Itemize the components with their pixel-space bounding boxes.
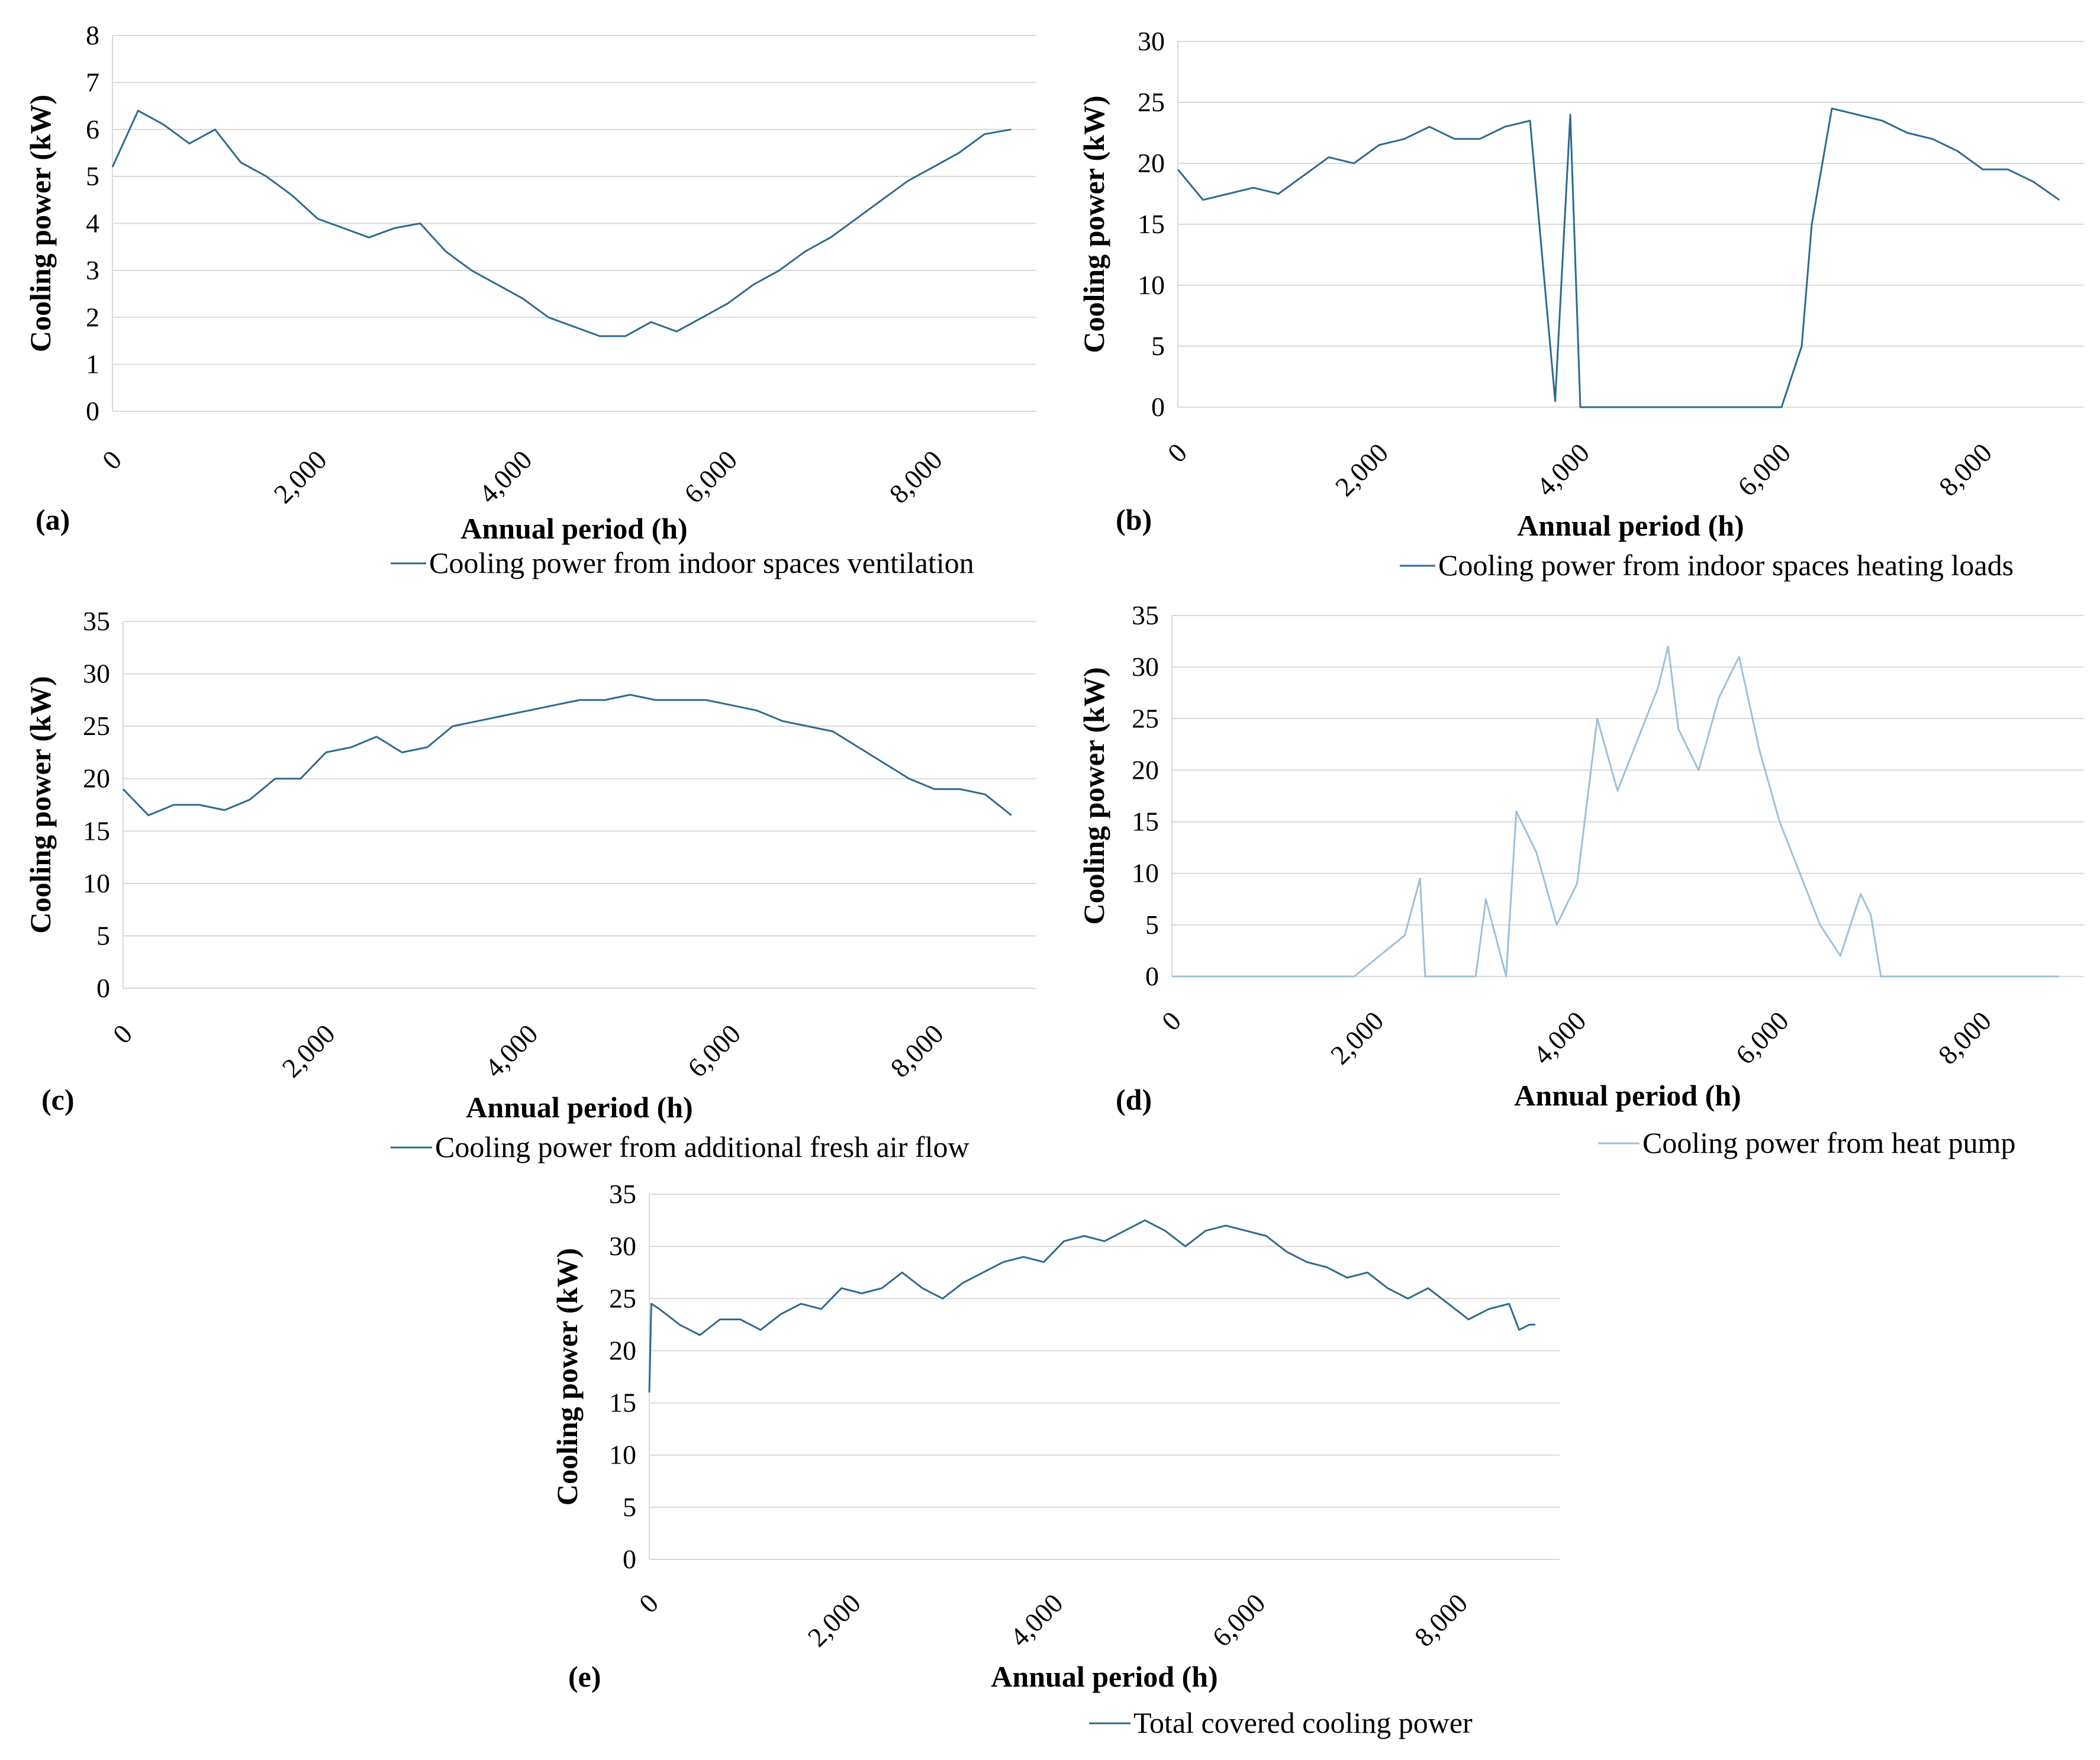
panel-label: (b) [1116, 503, 1152, 536]
legend-label: Cooling power from indoor spaces ventila… [429, 546, 974, 579]
y-tick-label: 0 [1151, 392, 1165, 422]
panel-label: (e) [568, 1660, 601, 1693]
x-tick-label: 6,000 [1729, 1005, 1794, 1070]
y-tick-label: 10 [609, 1440, 636, 1470]
y-tick-label: 4 [86, 208, 99, 238]
y-tick-label: 15 [1132, 807, 1159, 837]
y-tick-label: 5 [1151, 331, 1165, 361]
x-axis-title: Annual period (h) [1517, 509, 1744, 542]
legend-label: Cooling power from indoor spaces heating… [1438, 549, 2014, 582]
y-tick-label: 25 [609, 1283, 636, 1313]
y-tick-label: 3 [86, 255, 99, 285]
y-tick-label: 10 [1132, 858, 1159, 888]
y-tick-label: 20 [609, 1335, 636, 1365]
x-axis-title: Annual period (h) [1514, 1079, 1741, 1112]
x-tick-label: 8,000 [1409, 1588, 1473, 1652]
y-tick-label: 0 [86, 396, 99, 426]
x-tick-label: 6,000 [1732, 437, 1796, 502]
series-line [648, 1219, 1535, 1392]
y-axis-title: Cooling power (kW) [1077, 667, 1110, 924]
y-tick-label: 7 [86, 67, 99, 97]
x-tick-label: 2,000 [1329, 437, 1394, 502]
y-tick-label: 15 [1138, 209, 1165, 239]
x-tick-label: 4,000 [479, 1018, 543, 1083]
y-tick-label: 20 [83, 763, 110, 794]
x-axis-title: Annual period (h) [460, 512, 687, 545]
y-tick-label: 30 [1132, 652, 1159, 682]
x-axis-title: Annual period (h) [991, 1660, 1218, 1693]
series-line [122, 694, 1012, 817]
legend-label: Cooling power from heat pump [1642, 1126, 2015, 1159]
y-tick-label: 20 [1138, 148, 1165, 178]
x-tick-label: 2,000 [268, 444, 332, 509]
y-tick-label: 5 [96, 920, 110, 950]
x-tick-label: 6,000 [1206, 1588, 1271, 1652]
x-axis-title: Annual period (h) [466, 1091, 693, 1124]
chart-panel-b: 0 5 10 15 20 25 30 0 2,000 4,000 6,000 8,000 Cooling… [1077, 26, 2083, 582]
y-tick-label: 15 [609, 1388, 636, 1418]
y-tick-label: 25 [1132, 703, 1159, 733]
y-tick-label: 5 [86, 161, 99, 191]
x-tick-label: 0 [96, 444, 127, 475]
y-tick-label: 1 [86, 349, 99, 379]
x-tick-label: 8,000 [1932, 1005, 1997, 1070]
y-axis-title: Cooling power (kW) [24, 676, 57, 933]
y-tick-label: 35 [609, 1179, 636, 1209]
y-axis-title: Cooling power (kW) [550, 1248, 584, 1506]
x-tick-label: 4,000 [473, 444, 537, 509]
panel-label: (d) [1116, 1083, 1152, 1116]
y-tick-label: 10 [1138, 270, 1165, 300]
x-tick-label: 2,000 [802, 1588, 867, 1652]
x-tick-label: 4,000 [1527, 1005, 1592, 1070]
x-tick-label: 0 [107, 1018, 138, 1049]
y-axis-title: Cooling power (kW) [1077, 95, 1110, 353]
x-tick-label: 8,000 [884, 1018, 949, 1083]
y-tick-label: 0 [96, 973, 110, 1003]
y-tick-label: 30 [609, 1231, 636, 1261]
chart-panel-d: 0 5 10 15 20 25 30 35 0 2,000 4,000 6,000 8,000 Cooli… [1077, 600, 2083, 1159]
y-tick-label: 2 [86, 302, 99, 332]
y-tick-label: 15 [83, 815, 110, 846]
x-tick-label: 6,000 [682, 1018, 746, 1083]
chart-panel-c: 0 5 10 15 20 25 30 35 0 2,000 4,000 6,000 8,000 Cooli… [24, 606, 1036, 1163]
y-tick-label: 5 [623, 1492, 636, 1522]
chart-panel-e: 0 5 10 15 20 25 30 35 0 2,000 4,000 6,000 8,000 Cooli… [550, 1179, 1560, 1739]
x-tick-label: 4,000 [1004, 1588, 1068, 1652]
x-tick-label: 2,000 [1325, 1005, 1389, 1070]
panel-label: (a) [36, 503, 70, 536]
panel-label: (c) [41, 1083, 75, 1116]
x-tick-label: 0 [1162, 437, 1193, 468]
series-line [1177, 107, 2060, 408]
y-tick-label: 0 [1145, 961, 1159, 991]
y-tick-label: 35 [1132, 600, 1159, 630]
y-tick-label: 6 [86, 114, 99, 144]
legend-label: Total covered cooling power [1133, 1706, 1473, 1739]
x-tick-label: 0 [633, 1588, 664, 1619]
series-line [1172, 645, 2059, 978]
x-tick-label: 0 [1156, 1005, 1187, 1036]
y-tick-label: 25 [1138, 87, 1165, 117]
y-tick-label: 35 [83, 606, 110, 636]
y-tick-label: 10 [83, 868, 110, 898]
x-tick-label: 6,000 [678, 444, 743, 509]
y-tick-label: 30 [83, 659, 110, 689]
y-tick-label: 8 [86, 20, 99, 50]
y-tick-label: 20 [1132, 755, 1159, 785]
y-tick-label: 25 [83, 711, 110, 741]
y-tick-label: 5 [1145, 910, 1159, 940]
x-tick-label: 2,000 [276, 1018, 340, 1083]
x-tick-label: 4,000 [1531, 437, 1595, 502]
series-line [111, 109, 1012, 337]
x-tick-label: 8,000 [883, 444, 948, 509]
y-axis-title: Cooling power (kW) [24, 95, 57, 352]
x-tick-label: 8,000 [1933, 437, 1998, 502]
y-tick-label: 30 [1138, 26, 1165, 56]
chart-panel-a: 0 1 2 3 4 5 6 7 8 0 2,000 4,000 6,000 8,000 Cooling po… [24, 20, 1036, 579]
y-tick-label: 0 [623, 1544, 636, 1574]
legend-label: Cooling power from additional fresh air … [435, 1130, 970, 1163]
